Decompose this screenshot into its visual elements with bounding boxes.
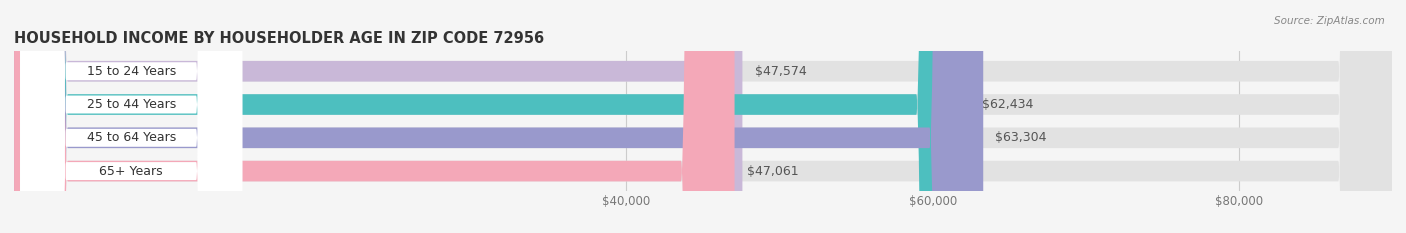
FancyBboxPatch shape bbox=[14, 0, 983, 233]
Text: $63,304: $63,304 bbox=[995, 131, 1047, 144]
FancyBboxPatch shape bbox=[14, 0, 1392, 233]
FancyBboxPatch shape bbox=[20, 0, 242, 233]
FancyBboxPatch shape bbox=[20, 0, 242, 233]
FancyBboxPatch shape bbox=[14, 0, 1392, 233]
FancyBboxPatch shape bbox=[14, 0, 970, 233]
Text: $47,574: $47,574 bbox=[755, 65, 807, 78]
Text: $47,061: $47,061 bbox=[747, 164, 799, 178]
FancyBboxPatch shape bbox=[14, 0, 742, 233]
Text: 45 to 64 Years: 45 to 64 Years bbox=[87, 131, 176, 144]
Text: $62,434: $62,434 bbox=[983, 98, 1033, 111]
Text: 25 to 44 Years: 25 to 44 Years bbox=[87, 98, 176, 111]
FancyBboxPatch shape bbox=[14, 0, 1392, 233]
FancyBboxPatch shape bbox=[20, 0, 242, 233]
FancyBboxPatch shape bbox=[14, 0, 734, 233]
Text: 15 to 24 Years: 15 to 24 Years bbox=[87, 65, 176, 78]
Text: HOUSEHOLD INCOME BY HOUSEHOLDER AGE IN ZIP CODE 72956: HOUSEHOLD INCOME BY HOUSEHOLDER AGE IN Z… bbox=[14, 31, 544, 46]
Text: Source: ZipAtlas.com: Source: ZipAtlas.com bbox=[1274, 16, 1385, 26]
FancyBboxPatch shape bbox=[14, 0, 1392, 233]
Text: 65+ Years: 65+ Years bbox=[100, 164, 163, 178]
FancyBboxPatch shape bbox=[20, 0, 242, 233]
